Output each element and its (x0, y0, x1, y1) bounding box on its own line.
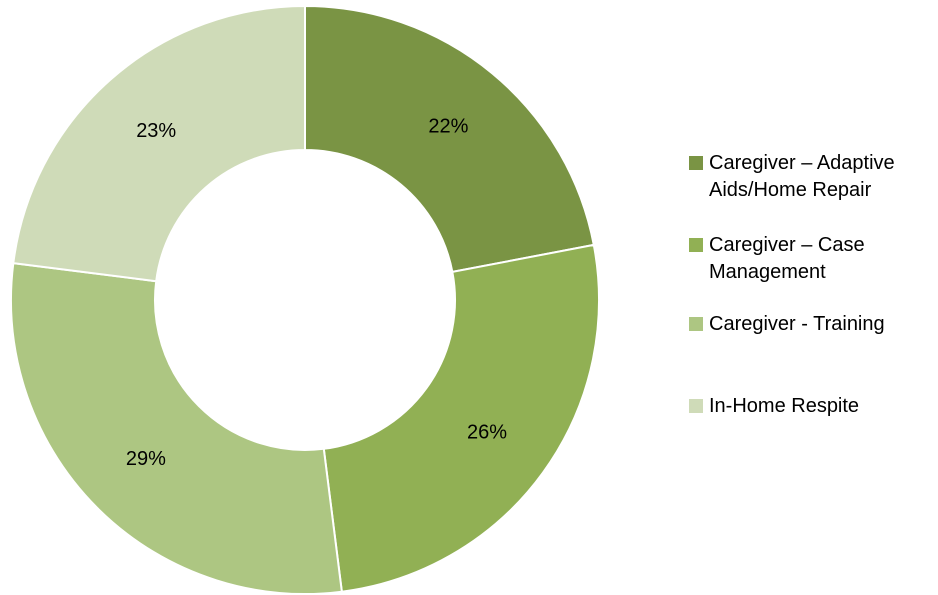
legend-label: In-Home Respite (709, 395, 860, 417)
legend-swatch (689, 156, 703, 170)
slice-percent-label: 29% (126, 448, 166, 470)
slice-percent-label: 23% (136, 120, 176, 142)
donut-slice-caregiver-training (10, 262, 343, 595)
legend-label: Caregiver – Case Management (709, 234, 865, 283)
legend-swatch (689, 238, 703, 252)
donut-slice-caregiver-adaptive-aids-home-repair (304, 4, 595, 274)
legend-label: Caregiver – Adaptive Aids/Home Repair (709, 152, 895, 201)
slice-percent-label: 26% (467, 421, 507, 443)
legend-swatch (689, 399, 703, 413)
slice-percent-label: 22% (428, 116, 468, 138)
donut-slice-caregiver-case-management (322, 243, 600, 593)
donut-slices (10, 4, 600, 595)
legend-label: Caregiver - Training (709, 313, 885, 335)
donut-slice-labels: 22% 26% 29% 23% (126, 116, 507, 470)
legend-swatch (689, 317, 703, 331)
donut-slice-in-home-respite (12, 4, 306, 283)
